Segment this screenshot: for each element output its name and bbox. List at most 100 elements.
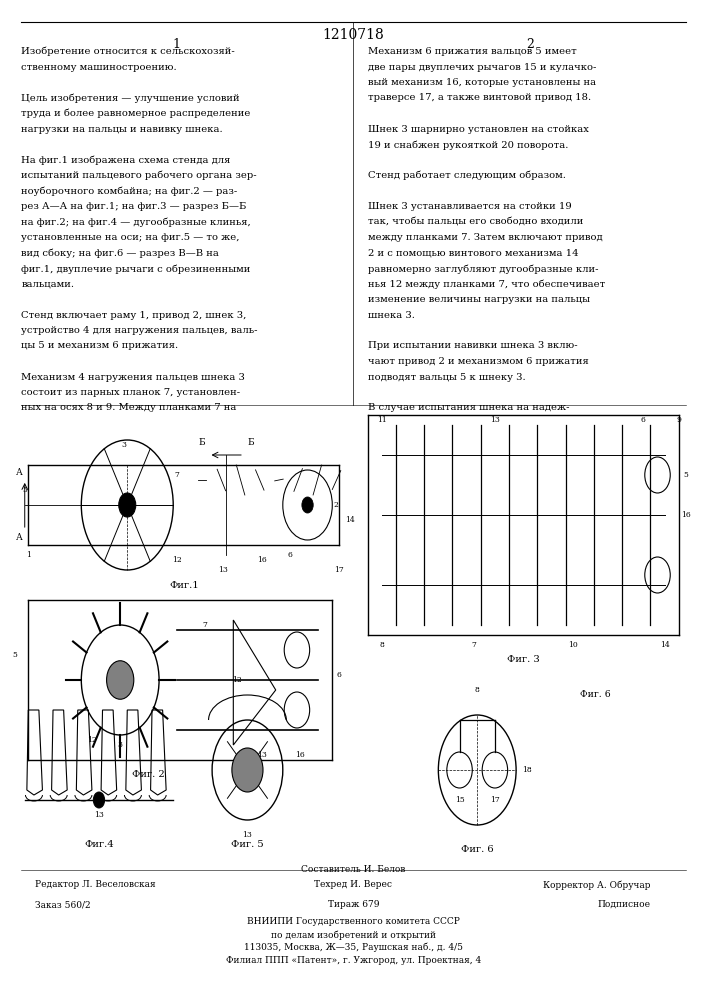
Text: установленные на оси; на фиг.5 — то же,: установленные на оси; на фиг.5 — то же, [21,233,240,242]
Text: Стенд включает раму 1, привод 2, шнек 3,: Стенд включает раму 1, привод 2, шнек 3, [21,310,247,320]
Text: чают привод 2 и механизмом 6 прижатия: чают привод 2 и механизмом 6 прижатия [368,357,588,366]
Text: 19 и снабжен рукояткой 20 поворота.: 19 и снабжен рукояткой 20 поворота. [368,140,568,149]
Text: 11: 11 [377,416,387,424]
Text: 13: 13 [218,566,228,574]
Text: 7: 7 [203,621,207,629]
Text: 17: 17 [490,796,500,804]
Text: 12: 12 [87,736,97,744]
Text: Б: Б [198,438,205,447]
Text: 18: 18 [522,766,532,774]
Text: равномерно заглубляют дугообразные кли-: равномерно заглубляют дугообразные кли- [368,264,598,273]
Text: Корректор А. Обручар: Корректор А. Обручар [543,880,650,890]
Text: Механизм 4 нагружения пальцев шнека 3: Механизм 4 нагружения пальцев шнека 3 [21,372,245,381]
Text: ных на осях 8 и 9. Между планками 7 на: ных на осях 8 и 9. Между планками 7 на [21,403,237,412]
Text: шнека 3.: шнека 3. [368,310,414,320]
Text: вый механизм 16, которые установлены на: вый механизм 16, которые установлены на [368,78,596,87]
Text: Фиг. 6: Фиг. 6 [580,690,610,699]
Circle shape [302,497,313,513]
Text: нагрузки на пальцы и навивку шнека.: нагрузки на пальцы и навивку шнека. [21,124,223,133]
Text: Филиал ППП «Патент», г. Ужгород, ул. Проектная, 4: Филиал ППП «Патент», г. Ужгород, ул. Про… [226,956,481,965]
Text: 9: 9 [677,416,681,424]
Text: Составитель И. Белов: Составитель И. Белов [301,865,406,874]
Text: по делам изобретений и открытий: по делам изобретений и открытий [271,930,436,940]
Text: Фиг. 2: Фиг. 2 [132,770,165,779]
Text: 3: 3 [117,741,123,749]
Text: ственному машиностроению.: ственному машиностроению. [21,62,177,72]
Text: Стенд работает следующим образом.: Стенд работает следующим образом. [368,171,566,180]
Text: 7: 7 [472,641,476,649]
Text: нья 12 между планками 7, что обеспечивает: нья 12 между планками 7, что обеспечивае… [368,280,605,289]
Text: 2: 2 [334,501,338,509]
Text: труда и более равномерное распределение: труда и более равномерное распределение [21,109,250,118]
Text: цы 5 и механизм 6 прижатия.: цы 5 и механизм 6 прижатия. [21,342,178,351]
Text: 6: 6 [288,551,292,559]
Text: Механизм 6 прижатия вальцов 5 имеет: Механизм 6 прижатия вальцов 5 имеет [368,47,576,56]
Text: Цель изобретения — улучшение условий: Цель изобретения — улучшение условий [21,94,240,103]
Text: Редактор Л. Веселовская: Редактор Л. Веселовская [35,880,156,889]
Text: 1: 1 [173,38,181,51]
Text: Шнек 3 устанавливается на стойки 19: Шнек 3 устанавливается на стойки 19 [368,202,571,211]
Text: А: А [16,468,23,477]
Text: испытаний пальцевого рабочего органа зер-: испытаний пальцевого рабочего органа зер… [21,171,257,180]
Text: вид сбоку; на фиг.6 — разрез В—В на: вид сбоку; на фиг.6 — разрез В—В на [21,248,219,258]
Text: Подписное: Подписное [597,900,650,909]
Text: изменение величины нагрузки на пальцы: изменение величины нагрузки на пальцы [368,295,590,304]
Text: 2: 2 [526,38,534,51]
Text: ВНИИПИ Государственного комитета СССР: ВНИИПИ Государственного комитета СССР [247,917,460,926]
Text: рез А—А на фиг.1; на фиг.3 — разрез Б—Б: рез А—А на фиг.1; на фиг.3 — разрез Б—Б [21,202,247,211]
Text: 12: 12 [172,556,182,564]
Text: между планками 7. Затем включают привод: между планками 7. Затем включают привод [368,233,602,242]
Text: 16: 16 [681,511,691,519]
Text: фиг.1, двуплечие рычаги с обрезиненными: фиг.1, двуплечие рычаги с обрезиненными [21,264,250,273]
Text: При испытании навивки шнека 3 вклю-: При испытании навивки шнека 3 вклю- [368,342,577,351]
Text: Техред И. Верес: Техред И. Верес [315,880,392,889]
Circle shape [107,661,134,699]
Text: 13: 13 [94,811,104,819]
Text: 14: 14 [345,516,355,524]
Text: состоит из парных планок 7, установлен-: состоит из парных планок 7, установлен- [21,388,240,397]
Text: 13: 13 [243,831,252,839]
Text: Заказ 560/2: Заказ 560/2 [35,900,91,909]
Text: подводят вальцы 5 к шнеку 3.: подводят вальцы 5 к шнеку 3. [368,372,525,381]
Text: Фиг.1: Фиг.1 [169,581,199,590]
Text: Б: Б [247,438,255,447]
Text: 15: 15 [455,796,464,804]
Text: Тираж 679: Тираж 679 [328,900,379,909]
Text: А: А [16,533,23,542]
Text: 8: 8 [475,686,479,694]
Text: ноуборочного комбайна; на фиг.2 — раз-: ноуборочного комбайна; на фиг.2 — раз- [21,187,238,196]
Text: Фиг.4: Фиг.4 [84,840,114,849]
Text: на фиг.2; на фиг.4 — дугообразные клинья,: на фиг.2; на фиг.4 — дугообразные клинья… [21,218,251,227]
Text: 5: 5 [684,471,688,479]
Text: Фиг. 5: Фиг. 5 [231,840,264,849]
Text: 16: 16 [257,556,267,564]
Text: На фиг.1 изображена схема стенда для: На фиг.1 изображена схема стенда для [21,156,230,165]
Text: вальцами.: вальцами. [21,280,74,289]
Text: 113035, Москва, Ж—35, Раушская наб., д. 4/5: 113035, Москва, Ж—35, Раушская наб., д. … [244,943,463,952]
Text: 13: 13 [490,416,500,424]
Circle shape [232,748,263,792]
Text: так, чтобы пальцы его свободно входили: так, чтобы пальцы его свободно входили [368,218,583,227]
Text: 5: 5 [23,486,27,494]
Text: 16: 16 [296,751,305,759]
Text: 10: 10 [568,641,578,649]
Circle shape [119,493,136,517]
Text: 7: 7 [175,471,179,479]
Text: траверсе 17, а также винтовой привод 18.: траверсе 17, а также винтовой привод 18. [368,94,591,103]
Text: 14: 14 [660,641,670,649]
Text: две пары двуплечих рычагов 15 и кулачко-: две пары двуплечих рычагов 15 и кулачко- [368,62,596,72]
Text: 3: 3 [121,441,127,449]
Text: 6: 6 [337,671,341,679]
Text: Шнек 3 шарнирно установлен на стойках: Шнек 3 шарнирно установлен на стойках [368,124,588,133]
Text: Изобретение относится к сельскохозяй-: Изобретение относится к сельскохозяй- [21,47,235,56]
Text: Фиг. 6: Фиг. 6 [461,845,493,854]
Text: 13: 13 [257,751,267,759]
Text: устройство 4 для нагружения пальцев, валь-: устройство 4 для нагружения пальцев, вал… [21,326,258,335]
Text: В случае испытания шнека на надеж-: В случае испытания шнека на надеж- [368,403,569,412]
Text: Фиг. 3: Фиг. 3 [507,655,539,664]
Circle shape [93,792,105,808]
Text: 1: 1 [26,551,30,559]
Text: 5: 5 [13,651,18,659]
Text: 2 и с помощью винтового механизма 14: 2 и с помощью винтового механизма 14 [368,248,578,257]
Text: 6: 6 [641,416,645,424]
